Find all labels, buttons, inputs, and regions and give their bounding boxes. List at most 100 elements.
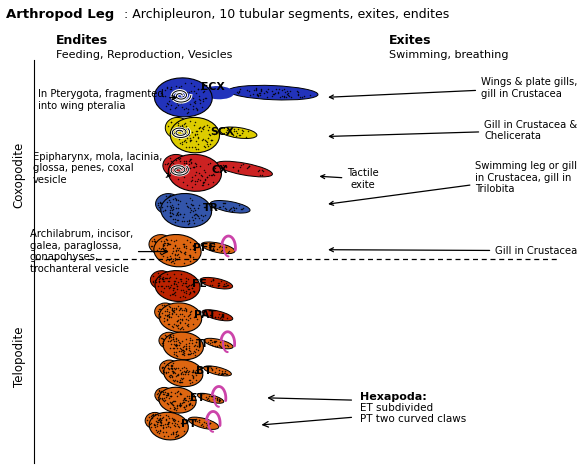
Point bbox=[168, 244, 178, 252]
Point bbox=[162, 256, 171, 263]
Point bbox=[182, 164, 191, 172]
Point bbox=[155, 415, 164, 423]
Point bbox=[174, 401, 184, 409]
Point bbox=[173, 165, 182, 173]
Point bbox=[189, 201, 198, 209]
Point bbox=[146, 412, 156, 420]
Point bbox=[166, 203, 175, 210]
Point bbox=[160, 92, 170, 99]
Point bbox=[185, 136, 194, 144]
Point bbox=[199, 88, 209, 95]
Point bbox=[207, 136, 216, 144]
Point bbox=[283, 88, 292, 95]
Point bbox=[173, 246, 182, 254]
Point bbox=[175, 325, 184, 333]
Point bbox=[175, 403, 184, 410]
Point bbox=[153, 269, 163, 277]
Point bbox=[178, 213, 188, 221]
Point bbox=[150, 420, 160, 428]
Point bbox=[182, 125, 191, 132]
Point bbox=[208, 276, 217, 283]
Point bbox=[157, 274, 167, 281]
Point bbox=[180, 279, 189, 287]
Point bbox=[200, 211, 210, 219]
Point bbox=[199, 422, 208, 430]
Point bbox=[171, 337, 181, 345]
Point bbox=[188, 95, 197, 102]
Point bbox=[175, 310, 184, 318]
Point bbox=[150, 277, 160, 284]
Point bbox=[156, 421, 166, 429]
Point bbox=[186, 159, 195, 167]
Point bbox=[171, 305, 181, 312]
Point bbox=[170, 369, 180, 377]
Point bbox=[201, 137, 210, 144]
Point bbox=[181, 403, 191, 410]
Point bbox=[144, 413, 153, 421]
Point bbox=[158, 366, 167, 374]
Point bbox=[168, 359, 177, 367]
Point bbox=[173, 336, 182, 344]
Point bbox=[189, 207, 198, 215]
Point bbox=[205, 244, 214, 251]
Point bbox=[200, 136, 210, 144]
Point bbox=[190, 351, 199, 359]
Point bbox=[177, 347, 187, 354]
Point bbox=[177, 345, 186, 353]
Point bbox=[218, 310, 228, 318]
Point bbox=[172, 211, 181, 219]
Point bbox=[168, 215, 177, 222]
Point bbox=[170, 422, 180, 430]
Point bbox=[168, 210, 178, 218]
Point bbox=[162, 102, 171, 110]
Point bbox=[180, 165, 189, 172]
Point bbox=[179, 129, 188, 137]
Point bbox=[166, 371, 175, 378]
Point bbox=[209, 337, 218, 344]
Text: Gill in Crustacea: Gill in Crustacea bbox=[329, 245, 578, 255]
Point bbox=[170, 397, 179, 405]
Point bbox=[181, 248, 190, 256]
Point bbox=[166, 374, 175, 381]
Point bbox=[158, 275, 167, 282]
Point bbox=[159, 273, 168, 280]
Point bbox=[188, 374, 198, 382]
Point bbox=[172, 377, 181, 385]
Point bbox=[163, 412, 173, 420]
Ellipse shape bbox=[164, 360, 203, 386]
Point bbox=[166, 392, 175, 400]
Point bbox=[155, 427, 164, 434]
Point bbox=[163, 241, 172, 249]
Ellipse shape bbox=[155, 303, 176, 321]
Point bbox=[163, 84, 172, 91]
Point bbox=[168, 431, 178, 438]
Point bbox=[174, 306, 184, 314]
Point bbox=[173, 377, 182, 385]
Point bbox=[170, 397, 180, 405]
Text: Telopodite: Telopodite bbox=[13, 326, 26, 387]
Point bbox=[159, 240, 168, 248]
Point bbox=[179, 374, 188, 381]
Point bbox=[216, 396, 225, 404]
Point bbox=[166, 283, 175, 291]
Point bbox=[262, 93, 271, 101]
Point bbox=[210, 313, 220, 321]
Point bbox=[154, 282, 163, 290]
Point bbox=[217, 310, 227, 318]
Point bbox=[191, 415, 200, 423]
Point bbox=[221, 280, 231, 287]
Point bbox=[179, 370, 188, 377]
Point bbox=[161, 206, 170, 213]
Point bbox=[185, 350, 194, 358]
Ellipse shape bbox=[149, 412, 188, 440]
Point bbox=[212, 396, 221, 404]
Point bbox=[261, 88, 270, 95]
Point bbox=[180, 167, 189, 175]
Point bbox=[225, 125, 235, 133]
Point bbox=[268, 92, 277, 100]
Point bbox=[216, 338, 225, 346]
Point bbox=[167, 210, 177, 217]
Point bbox=[180, 347, 189, 355]
Point bbox=[184, 392, 193, 400]
Point bbox=[177, 89, 187, 97]
